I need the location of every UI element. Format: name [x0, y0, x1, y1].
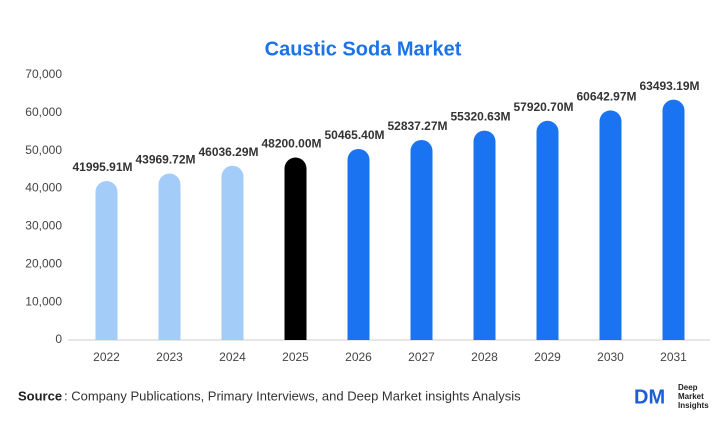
value-label: 46036.29M	[198, 145, 258, 159]
bar	[536, 120, 559, 340]
bar	[473, 130, 496, 340]
x-tick-label: 2027	[408, 350, 435, 364]
value-label: 41995.91M	[72, 160, 132, 174]
x-tick-label: 2022	[93, 350, 120, 364]
y-tick-label: 0	[55, 332, 62, 346]
x-tick-label: 2025	[282, 350, 309, 364]
value-label: 60642.97M	[576, 90, 636, 104]
y-tick-label: 70,000	[25, 67, 62, 81]
logo-text: Deep	[678, 383, 698, 392]
bar	[158, 173, 181, 340]
x-tick-label: 2030	[597, 350, 624, 364]
y-tick-label: 20,000	[25, 256, 62, 270]
value-label: 55320.63M	[450, 110, 510, 124]
x-tick-label: 2024	[219, 350, 246, 364]
y-tick-label: 10,000	[25, 294, 62, 308]
bar	[410, 139, 433, 340]
x-tick-label: 2026	[345, 350, 372, 364]
x-tick-label: 2029	[534, 350, 561, 364]
chart-title: Caustic Soda Market	[265, 38, 462, 60]
x-tick-label: 2023	[156, 350, 183, 364]
bar	[599, 110, 622, 340]
logo-text: Insights	[678, 401, 709, 410]
value-label: 48200.00M	[261, 137, 321, 151]
bar	[221, 165, 244, 340]
bar	[284, 157, 307, 340]
bar	[95, 181, 118, 340]
y-tick-label: 40,000	[25, 181, 62, 195]
y-tick-label: 30,000	[25, 219, 62, 233]
logo-text: Market	[678, 392, 704, 401]
source-text: : Company Publications, Primary Intervie…	[64, 388, 521, 403]
x-tick-label: 2028	[471, 350, 498, 364]
value-label: 43969.72M	[135, 153, 195, 167]
bar	[662, 99, 685, 340]
value-label: 50465.40M	[324, 128, 384, 142]
value-label: 52837.27M	[387, 119, 447, 133]
bar	[347, 148, 370, 340]
value-label: 57920.70M	[513, 100, 573, 114]
value-label: 63493.19M	[639, 79, 699, 93]
y-tick-label: 50,000	[25, 143, 62, 157]
source-label: Source	[18, 388, 62, 403]
y-tick-label: 60,000	[25, 105, 62, 119]
x-tick-label: 2031	[660, 350, 687, 364]
logo-mark: DM	[634, 386, 665, 408]
